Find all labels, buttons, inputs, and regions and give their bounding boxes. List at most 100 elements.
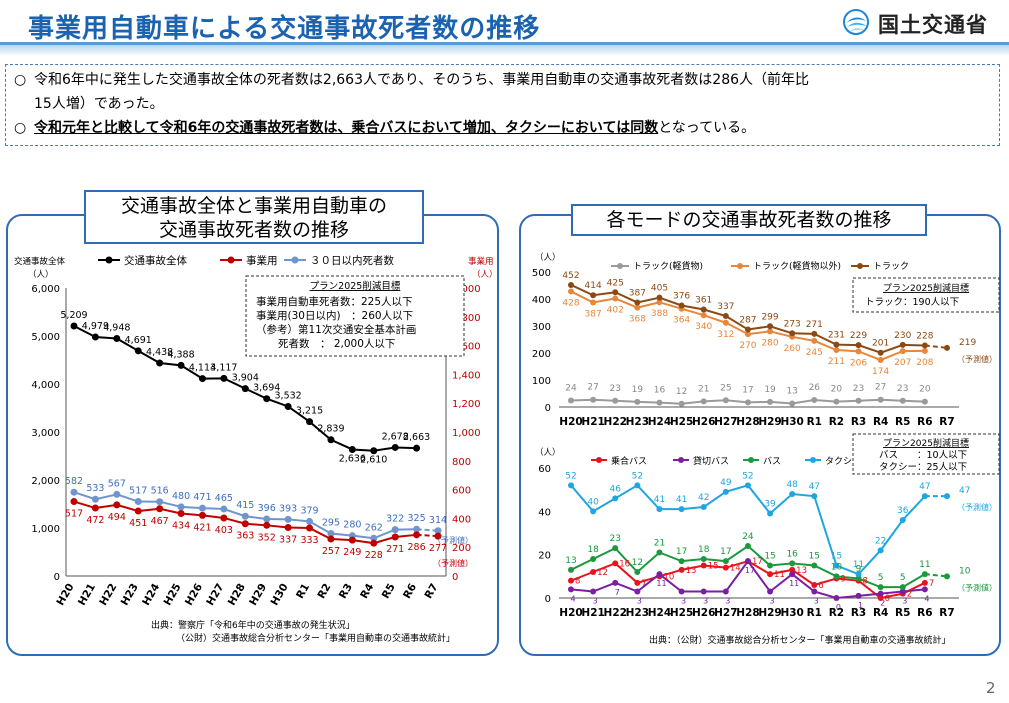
data-label-business: 228 [365, 550, 383, 561]
data-point [700, 562, 707, 569]
data-point [413, 444, 421, 452]
summary-line-1: ○ 令和6年中に発生した交通事故全体の死者数は2,663人であり、そのうち、事業用… [14, 71, 809, 89]
data-label-total: 2,678 [382, 431, 409, 442]
data-label-route-bus: 8 [575, 577, 580, 587]
x-tick-label-top: H22 [604, 416, 627, 428]
data-label-route-bus: 16 [619, 559, 630, 569]
data-label-taxi: 49 [720, 478, 732, 488]
data-point [744, 543, 751, 549]
legend-label: 事業用 [246, 254, 278, 267]
data-point [327, 535, 335, 543]
data-point [921, 493, 928, 500]
data-point [877, 357, 884, 364]
legend-label: 交通事故全体 [124, 254, 187, 267]
data-label-taxi: 22 [875, 536, 886, 546]
data-label-total: 2,636 [339, 453, 366, 464]
data-label-bus: 11 [919, 560, 930, 570]
data-point [789, 491, 796, 497]
data-point [634, 304, 641, 311]
data-point [833, 595, 840, 601]
data-label-route-bus: 8 [863, 577, 868, 587]
data-label-charter-bus: 3 [770, 597, 775, 606]
data-label-charter-bus: 4 [570, 594, 575, 603]
data-point [370, 539, 378, 547]
data-point [656, 399, 663, 406]
data-point [134, 507, 142, 515]
data-label-truck-other: 402 [607, 305, 624, 315]
data-label-30day: 325 [408, 513, 426, 524]
forecast-label-30day: （予測値） [433, 535, 473, 545]
data-point [370, 534, 378, 542]
data-point [220, 505, 228, 513]
data-point [391, 533, 399, 541]
target-box [245, 275, 465, 357]
data-label-route-bus: 2 [907, 590, 912, 600]
data-point [767, 510, 774, 517]
data-point [263, 395, 271, 403]
data-point [722, 319, 729, 326]
data-label-30day: 567 [108, 478, 126, 489]
data-label-truck-other: 428 [562, 298, 579, 308]
data-point [678, 566, 685, 573]
data-label-charter-bus: 3 [637, 597, 642, 606]
data-label-charter-bus: 11 [789, 579, 799, 588]
x-tick-label-top: R1 [807, 416, 822, 428]
data-label-business: 333 [300, 535, 318, 546]
page-number: 2 [986, 679, 996, 697]
data-point [134, 498, 142, 506]
data-point [921, 398, 928, 405]
data-point [744, 558, 751, 565]
data-label-30day: 280 [343, 520, 361, 531]
data-point [91, 495, 99, 503]
data-label-business: 451 [129, 518, 147, 529]
x-tick-label-top: R2 [829, 416, 844, 428]
data-point [656, 299, 663, 306]
data-point [348, 536, 356, 544]
data-point [568, 566, 574, 573]
data-point [568, 586, 574, 593]
y-tick-label-right: 1,000 [452, 428, 481, 439]
data-label-route-bus: 10 [663, 572, 674, 582]
data-label-truck: 414 [585, 281, 602, 291]
x-tick-label-top: H23 [626, 416, 649, 428]
summary-text-3-underlined: 令和元年と比較して令和6年の交通事故死者数は、乗合バスにおいて増加、タクシーにお… [34, 120, 659, 136]
data-point [811, 330, 818, 337]
data-label-route-bus: 14 [730, 564, 741, 574]
data-label-route-bus: 6 [818, 581, 823, 591]
data-point [113, 490, 121, 498]
data-point [877, 590, 884, 597]
data-label-total: 4,979 [82, 321, 109, 332]
data-label-bus: 10 [959, 566, 971, 576]
data-label-bus: 23 [610, 534, 621, 544]
y-tick-label-left: 1,000 [31, 524, 60, 535]
data-point [156, 498, 164, 506]
series-forecast-line [924, 573, 948, 578]
x-tick-label: H20 [55, 582, 77, 608]
data-point [306, 517, 314, 525]
y-tick-label: 60 [538, 464, 551, 475]
data-point [634, 482, 641, 489]
data-label-light-truck: 16 [654, 386, 666, 396]
series-forecast-line [416, 528, 439, 532]
data-label-business: 517 [65, 509, 83, 520]
data-point [370, 447, 378, 455]
data-point [744, 331, 751, 338]
data-label-truck: 271 [806, 320, 823, 330]
legend-label: 貸切バス [693, 455, 729, 467]
data-point [284, 402, 292, 410]
legend-label: タクシー [825, 456, 861, 467]
data-label-truck-other: 174 [872, 367, 889, 377]
x-tick-label: R5 [380, 582, 398, 601]
x-tick-label: H25 [162, 582, 184, 608]
data-point [568, 288, 574, 295]
data-label-truck: 287 [739, 316, 756, 326]
data-point [656, 549, 663, 556]
data-label-30day: 415 [236, 500, 254, 511]
data-point [177, 361, 185, 369]
data-label-total: 2,610 [360, 455, 387, 466]
data-point [656, 506, 663, 513]
data-label-charter-bus: 0 [836, 603, 841, 612]
legend-marker [617, 263, 623, 269]
data-label-light-truck: 13 [786, 386, 797, 396]
data-label-business: 403 [215, 525, 233, 536]
